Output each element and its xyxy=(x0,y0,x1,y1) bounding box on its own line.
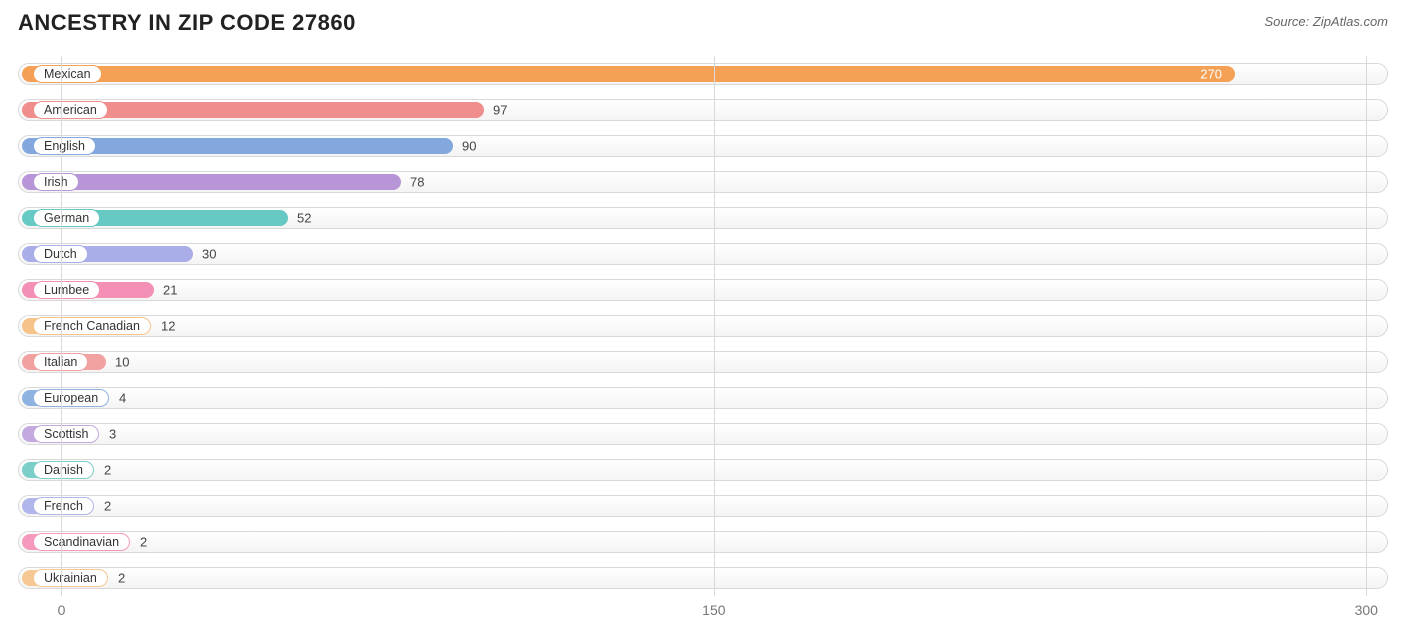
gridline xyxy=(714,56,715,596)
chart-plot-area: Mexican 270 American 97 English 90 Irish 78 Germ… xyxy=(18,56,1388,616)
gridline xyxy=(1366,56,1367,596)
category-label: Mexican xyxy=(33,65,102,83)
bar-track: Scottish 3 xyxy=(18,423,1388,445)
category-label: Danish xyxy=(33,461,94,479)
chart-row: European 4 xyxy=(18,380,1388,416)
value-label: 52 xyxy=(297,211,311,226)
chart-row: Italian10 xyxy=(18,344,1388,380)
category-label: Scandinavian xyxy=(33,533,130,551)
value-label: 12 xyxy=(161,319,175,334)
bar-track: German 52 xyxy=(18,207,1388,229)
chart-row: German 52 xyxy=(18,200,1388,236)
category-label: Lumbee xyxy=(33,281,100,299)
category-label: French xyxy=(33,497,94,515)
chart-rows: Mexican 270 American 97 English 90 Irish 78 Germ… xyxy=(18,56,1388,596)
category-label: American xyxy=(33,101,108,119)
chart-title: ANCESTRY IN ZIP CODE 27860 xyxy=(18,10,356,36)
value-label: 21 xyxy=(163,283,177,298)
chart-source: Source: ZipAtlas.com xyxy=(1264,14,1388,29)
bar-track: Lumbee 21 xyxy=(18,279,1388,301)
category-label: French Canadian xyxy=(33,317,151,335)
value-label: 270 xyxy=(1200,67,1222,82)
value-label: 97 xyxy=(493,103,507,118)
value-label: 10 xyxy=(115,355,129,370)
category-label: German xyxy=(33,209,100,227)
gridline xyxy=(61,56,62,596)
chart-row: Dutch 30 xyxy=(18,236,1388,272)
bar-track: American 97 xyxy=(18,99,1388,121)
x-tick-label: 150 xyxy=(702,602,725,618)
bar-track: Dutch 30 xyxy=(18,243,1388,265)
bar xyxy=(22,66,1235,82)
chart-row: Lumbee 21 xyxy=(18,272,1388,308)
x-tick-label: 0 xyxy=(58,602,66,618)
value-label: 2 xyxy=(104,463,111,478)
bar xyxy=(22,174,401,190)
chart-row: English 90 xyxy=(18,128,1388,164)
value-label: 78 xyxy=(410,175,424,190)
category-label: Irish xyxy=(33,173,79,191)
bar-track: French Canadian 12 xyxy=(18,315,1388,337)
chart-row: Danish 2 xyxy=(18,452,1388,488)
chart-row: American 97 xyxy=(18,92,1388,128)
category-label: European xyxy=(33,389,109,407)
chart-header: ANCESTRY IN ZIP CODE 27860 Source: ZipAt… xyxy=(18,10,1388,36)
bar-track: Italian10 xyxy=(18,351,1388,373)
bar-track: French 2 xyxy=(18,495,1388,517)
bar-track: Ukrainian 2 xyxy=(18,567,1388,589)
value-label: 30 xyxy=(202,247,216,262)
bar-track: European 4 xyxy=(18,387,1388,409)
chart-row: Mexican 270 xyxy=(18,56,1388,92)
category-label: English xyxy=(33,137,96,155)
value-label: 2 xyxy=(118,571,125,586)
bar-track: Danish 2 xyxy=(18,459,1388,481)
chart-row: Scandinavian 2 xyxy=(18,524,1388,560)
bar-track: English 90 xyxy=(18,135,1388,157)
value-label: 2 xyxy=(104,499,111,514)
bar-track: Scandinavian 2 xyxy=(18,531,1388,553)
chart-row: French 2 xyxy=(18,488,1388,524)
value-label: 90 xyxy=(462,139,476,154)
x-tick-label: 300 xyxy=(1355,602,1378,618)
chart-row: Irish 78 xyxy=(18,164,1388,200)
chart-row: Scottish 3 xyxy=(18,416,1388,452)
chart-row: Ukrainian 2 xyxy=(18,560,1388,596)
bar-track: Irish 78 xyxy=(18,171,1388,193)
bar-track: Mexican 270 xyxy=(18,63,1388,85)
category-label: Scottish xyxy=(33,425,99,443)
category-label: Ukrainian xyxy=(33,569,108,587)
chart-row: French Canadian 12 xyxy=(18,308,1388,344)
chart-container: ANCESTRY IN ZIP CODE 27860 Source: ZipAt… xyxy=(0,0,1406,644)
value-label: 3 xyxy=(109,427,116,442)
value-label: 2 xyxy=(140,535,147,550)
value-label: 4 xyxy=(119,391,126,406)
category-label: Dutch xyxy=(33,245,88,263)
